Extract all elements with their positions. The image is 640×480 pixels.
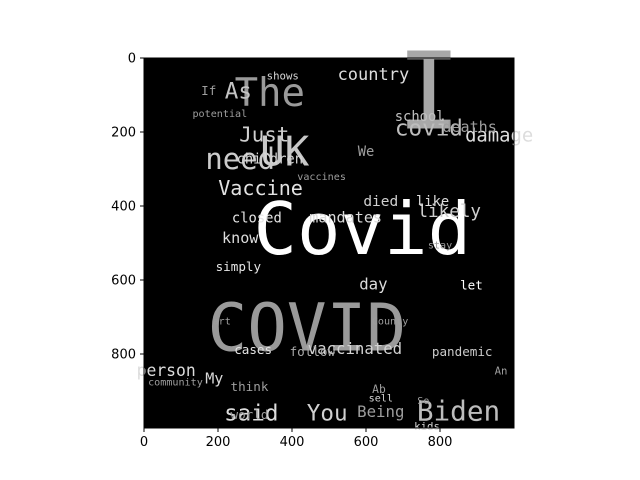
word-day: day (359, 274, 387, 293)
word-as: As (225, 79, 252, 105)
y-tick-label: 200 (111, 126, 136, 141)
word-so: So (417, 396, 429, 407)
x-tick-label: 400 (280, 435, 305, 450)
word-i: I (397, 30, 461, 154)
word-person: person (137, 361, 196, 380)
word-damage: damage (465, 124, 533, 146)
x-tick-label: 800 (428, 435, 453, 450)
word-covid: covid (395, 116, 463, 142)
word-closed: closed (232, 211, 282, 227)
word-like: like (416, 194, 449, 210)
word-need: need (205, 142, 275, 176)
x-tick-label: 600 (354, 435, 379, 450)
word-the: The (235, 71, 305, 116)
word-said: said (224, 401, 278, 427)
x-tick-label: 0 (140, 435, 148, 450)
word-potential: potential (192, 109, 247, 120)
x-axis: 0 200 400 600 800 (140, 428, 453, 450)
y-tick-label: 400 (111, 200, 136, 215)
word-my: My (205, 370, 223, 388)
word-art: art (213, 316, 231, 327)
word-you: You (307, 401, 348, 427)
word-if: If (201, 83, 216, 98)
word-follow: follow (290, 344, 336, 359)
word-world: world (230, 407, 268, 422)
word-pandemic: pandemic (432, 344, 493, 359)
word-died: died (363, 194, 398, 210)
word-sell: sell (369, 393, 393, 404)
x-tick-label: 200 (206, 435, 231, 450)
word-vaccines: vaccines (297, 172, 346, 183)
word-simply: simply (216, 259, 262, 274)
word-county: County (372, 316, 408, 327)
word-we: We (358, 144, 375, 160)
word-vaccinated: vaccinated (308, 339, 402, 358)
word-know: know (222, 229, 259, 247)
word-covid: COVID (207, 289, 406, 366)
word-an: An (495, 364, 508, 377)
y-tick-label: 600 (111, 274, 136, 289)
axes-frame (143, 57, 515, 429)
word-likely: likely (417, 202, 481, 222)
word-being: Being (357, 402, 404, 421)
word-community: community (148, 377, 203, 388)
word-mandates: mandates (309, 209, 382, 227)
word-children: children (237, 151, 303, 167)
word-covid: Covid (253, 188, 471, 272)
y-tick-label: 0 (128, 52, 136, 67)
word-think: think (230, 379, 268, 394)
word-biden: Biden (417, 395, 500, 428)
word-let: let (460, 277, 483, 292)
word-just: Just (239, 122, 289, 146)
word-shows: shows (267, 69, 299, 82)
word-kids: kids (414, 420, 440, 433)
word-vaccine: Vaccine (218, 176, 303, 200)
word-ab: Ab (372, 383, 386, 396)
word-country: country (338, 65, 410, 85)
y-axis: 0 200 400 600 800 (111, 52, 144, 363)
word-uk: UK (260, 127, 310, 175)
word-stay: stay (428, 241, 452, 252)
word-cases: cases (234, 342, 272, 357)
image-background (144, 58, 514, 428)
y-tick-label: 800 (111, 348, 136, 363)
word-deaths: deaths (442, 118, 497, 136)
word-school: school (395, 109, 445, 125)
